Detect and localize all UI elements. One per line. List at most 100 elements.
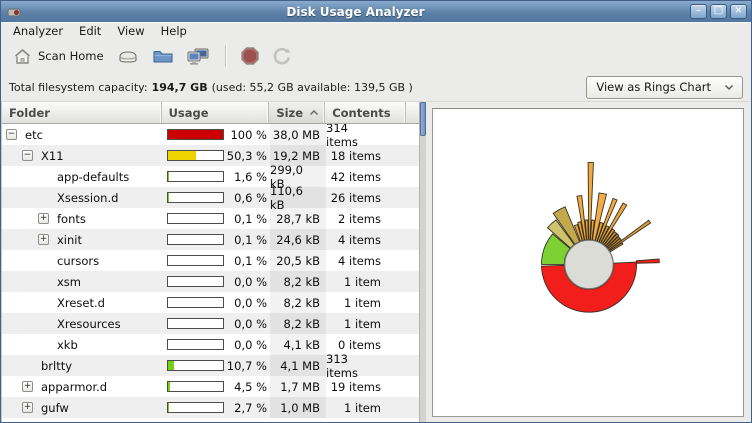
table-row[interactable]: − etc 100 % 38,0 MB 314 items bbox=[2, 124, 419, 149]
usage-bar-fill bbox=[168, 403, 170, 412]
table-row[interactable]: cursors 0,1 % 20,5 kB 4 items bbox=[2, 250, 419, 271]
contents-value: 18 items bbox=[330, 148, 381, 163]
contents-cell: 4 items bbox=[326, 229, 407, 250]
collapse-minus-icon[interactable]: − bbox=[6, 129, 17, 140]
table-row[interactable]: Xreset.d 0,0 % 8,2 kB 1 item bbox=[2, 292, 419, 313]
usage-bar bbox=[167, 402, 224, 413]
expand-plus-icon[interactable]: + bbox=[22, 402, 33, 413]
column-header-usage[interactable]: Usage bbox=[162, 102, 270, 123]
size-value: 4,1 MB bbox=[280, 358, 320, 373]
usage-percent: 0,0 % bbox=[234, 316, 267, 331]
usage-cell: 100 % bbox=[162, 124, 270, 145]
table-row[interactable]: brltty 10,7 % 4,1 MB 313 items bbox=[2, 352, 419, 380]
scan-filesystem-button[interactable] bbox=[110, 45, 146, 68]
sort-ascending-icon bbox=[310, 109, 319, 116]
usage-percent: 0,6 % bbox=[234, 190, 267, 205]
folder-cell: + gufw bbox=[2, 397, 162, 418]
table-header-row: Folder Usage Size Contents bbox=[2, 102, 419, 124]
usage-bar bbox=[167, 192, 224, 203]
capacity-total: 194,7 GB bbox=[151, 80, 208, 94]
refresh-button[interactable] bbox=[266, 43, 298, 69]
table-row[interactable]: + xinit 0,1 % 24,6 kB 4 items bbox=[2, 229, 419, 250]
usage-bar bbox=[167, 318, 224, 329]
main-content: Folder Usage Size Contents − etc 100 % 38,0… bbox=[1, 101, 751, 422]
usage-bar bbox=[167, 171, 224, 182]
contents-cell: 26 items bbox=[326, 187, 407, 208]
contents-cell: 2 items bbox=[326, 208, 407, 229]
maximize-button[interactable]: □ bbox=[710, 4, 727, 19]
usage-percent: 0,1 % bbox=[234, 253, 267, 268]
size-cell: 38,0 MB bbox=[270, 124, 326, 145]
usage-percent: 10,7 % bbox=[226, 358, 267, 373]
table-row[interactable]: app-defaults 1,6 % 299,0 kB 42 items bbox=[2, 163, 419, 191]
size-value: 1,7 MB bbox=[280, 379, 320, 394]
stop-icon bbox=[240, 47, 259, 65]
size-cell: 19,2 MB bbox=[270, 145, 326, 166]
size-value: 20,5 kB bbox=[276, 253, 320, 268]
folder-name: apparmor.d bbox=[41, 379, 108, 394]
rings-chart-center[interactable] bbox=[564, 239, 614, 290]
minimize-button[interactable]: – bbox=[690, 4, 707, 19]
usage-bar bbox=[167, 360, 224, 371]
expand-plus-icon[interactable]: + bbox=[38, 213, 49, 224]
usage-percent: 0,1 % bbox=[234, 232, 267, 247]
table-row[interactable]: + apparmor.d 4,5 % 1,7 MB 19 items bbox=[2, 376, 419, 397]
expand-plus-icon[interactable]: + bbox=[38, 234, 49, 245]
rings-chart-wedge[interactable] bbox=[635, 258, 660, 264]
contents-value: 2 items bbox=[338, 211, 381, 226]
collapse-minus-icon[interactable]: − bbox=[22, 150, 33, 161]
usage-bar bbox=[167, 339, 224, 350]
table-row[interactable]: + fonts 0,1 % 28,7 kB 2 items bbox=[2, 208, 419, 229]
menu-analyzer[interactable]: Analyzer bbox=[13, 23, 64, 38]
size-cell: 20,5 kB bbox=[270, 250, 326, 271]
table-row[interactable]: − X11 50,3 % 19,2 MB 18 items bbox=[2, 145, 419, 166]
folder-cell: − etc bbox=[2, 124, 162, 145]
column-header-contents[interactable]: Contents bbox=[325, 102, 407, 123]
size-value: 38,0 MB bbox=[272, 127, 320, 142]
usage-cell: 0,1 % bbox=[162, 250, 270, 271]
size-cell: 299,0 kB bbox=[270, 163, 326, 191]
table-row[interactable]: xkb 0,0 % 4,1 kB 0 items bbox=[2, 334, 419, 355]
stop-scan-button[interactable] bbox=[234, 43, 266, 69]
column-header-size[interactable]: Size bbox=[269, 102, 326, 123]
menu-edit[interactable]: Edit bbox=[79, 23, 102, 38]
table-row[interactable]: Xsession.d 0,6 % 110,6 kB 26 items bbox=[2, 184, 419, 212]
usage-percent: 50,3 % bbox=[226, 148, 267, 163]
close-button[interactable]: × bbox=[730, 4, 747, 19]
table-row[interactable]: + gufw 2,7 % 1,0 MB 1 item bbox=[2, 397, 419, 418]
titlebar[interactable]: Disk Usage Analyzer – □ × bbox=[1, 1, 751, 22]
rings-chart[interactable] bbox=[433, 109, 743, 416]
column-header-folder[interactable]: Folder bbox=[2, 102, 162, 123]
folder-cell: + apparmor.d bbox=[2, 376, 162, 397]
scan-remote-button[interactable] bbox=[180, 44, 217, 69]
view-as-dropdown[interactable]: View as Rings Chart bbox=[586, 75, 743, 99]
contents-cell: 1 item bbox=[326, 313, 407, 334]
folder-name: xsm bbox=[57, 274, 81, 289]
capacity-bar: Total filesystem capacity: 194,7 GB (use… bbox=[1, 73, 751, 101]
scan-home-label: Scan Home bbox=[38, 49, 104, 63]
expand-plus-icon[interactable]: + bbox=[22, 381, 33, 392]
usage-percent: 0,0 % bbox=[234, 337, 267, 352]
folder-name: etc bbox=[25, 127, 43, 142]
scan-folder-button[interactable] bbox=[146, 45, 180, 68]
usage-percent: 100 % bbox=[230, 127, 267, 142]
scan-home-button[interactable]: Scan Home bbox=[7, 45, 110, 68]
size-cell: 4,1 MB bbox=[270, 355, 326, 376]
contents-value: 4 items bbox=[338, 232, 381, 247]
view-as-dropdown-value: View as Rings Chart bbox=[596, 80, 711, 94]
home-icon bbox=[14, 48, 31, 64]
vertical-scrollbar[interactable] bbox=[419, 102, 426, 422]
scrollbar-thumb[interactable] bbox=[420, 102, 426, 136]
table-row[interactable]: xsm 0,0 % 8,2 kB 1 item bbox=[2, 271, 419, 292]
contents-cell: 19 items bbox=[326, 376, 407, 397]
menu-help[interactable]: Help bbox=[160, 23, 187, 38]
folder-name: brltty bbox=[41, 358, 73, 373]
harddisk-icon bbox=[119, 50, 137, 63]
size-value: 8,2 kB bbox=[283, 295, 321, 310]
usage-percent: 0,0 % bbox=[234, 295, 267, 310]
table-row[interactable]: Xresources 0,0 % 8,2 kB 1 item bbox=[2, 313, 419, 334]
size-cell: 8,2 kB bbox=[270, 313, 326, 334]
size-cell: 1,7 MB bbox=[270, 376, 326, 397]
usage-percent: 4,5 % bbox=[234, 379, 267, 394]
menu-view[interactable]: View bbox=[117, 23, 145, 38]
